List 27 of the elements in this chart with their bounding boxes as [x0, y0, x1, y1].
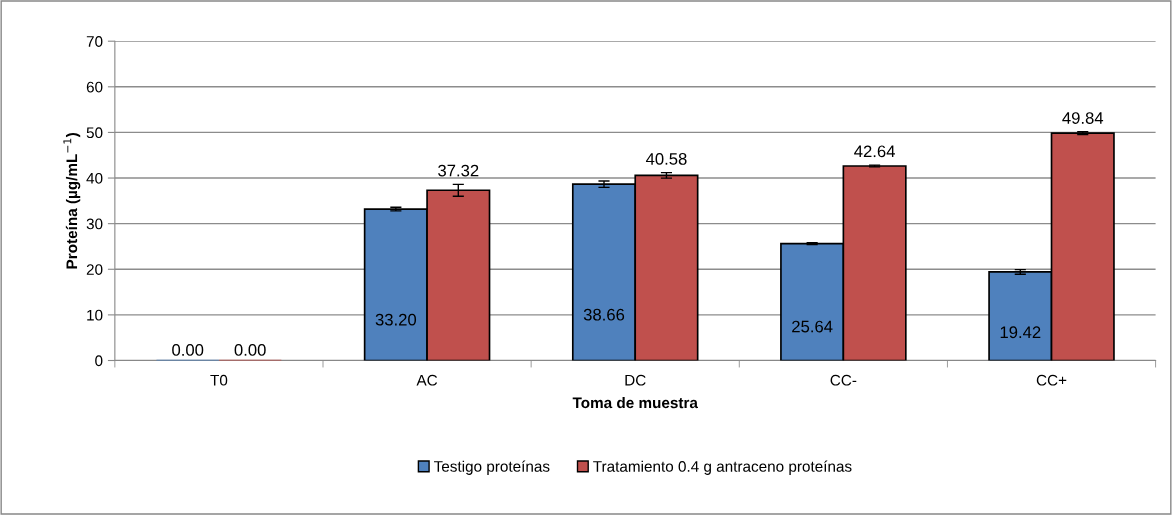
data-label: 33.20 — [375, 313, 417, 326]
data-label: 25.64 — [792, 320, 833, 333]
y-tick-label: 40 — [86, 172, 103, 184]
data-label: 0.00 — [172, 344, 204, 356]
data-label: 38.66 — [583, 308, 625, 321]
data-label: 49.84 — [1062, 112, 1104, 124]
legend-label: Testigo proteínas — [434, 460, 550, 475]
y-tick-label: 50 — [86, 127, 103, 139]
y-tick-label: 60 — [86, 81, 103, 93]
y-tick-label: 0 — [95, 355, 103, 367]
x-tick-label: CC+ — [1036, 374, 1067, 386]
y-tick-label: 70 — [86, 36, 103, 47]
data-label: 42.64 — [854, 145, 895, 158]
data-label: 37.32 — [438, 164, 479, 177]
y-tick-label: 20 — [86, 264, 103, 275]
data-label: 0.00 — [234, 344, 266, 356]
y-tick-label: 10 — [87, 309, 103, 321]
x-tick-label: DC — [625, 374, 646, 386]
data-label: 19.42 — [1000, 326, 1041, 339]
data-label: 40.58 — [645, 153, 687, 165]
legend-label: Tratamiento 0.4 g antraceno proteínas — [593, 460, 852, 475]
x-tick-label: AC — [416, 374, 438, 386]
x-tick-label: T0 — [210, 374, 228, 386]
x-axis-title: Toma de muestra — [572, 396, 699, 409]
y-axis-title: Proteína (µg/mL$^{−1}$) — [63, 133, 81, 269]
x-tick-label: CC- — [830, 374, 857, 386]
y-tick-label: 30 — [86, 218, 103, 230]
